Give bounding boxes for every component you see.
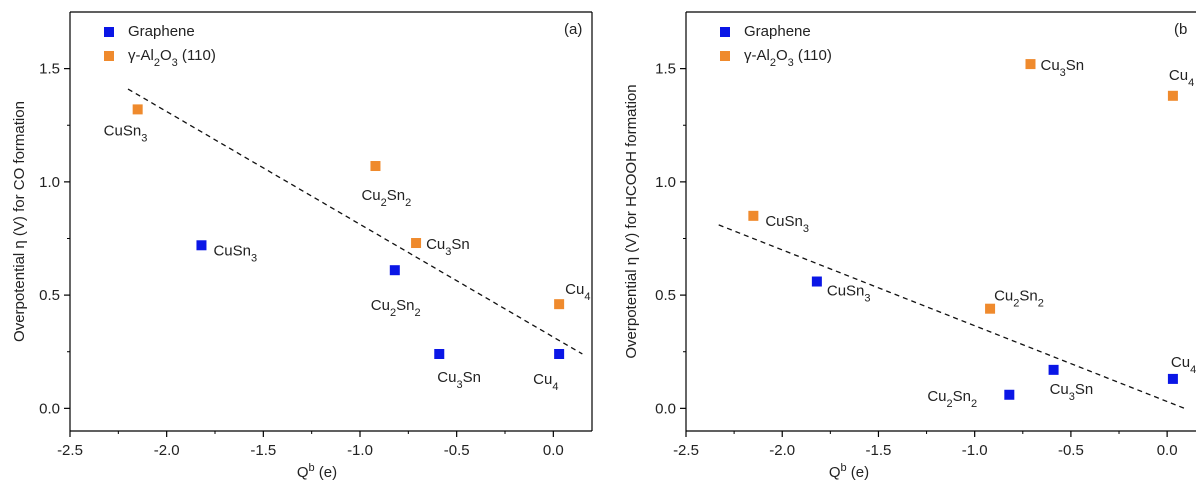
point-label-a-1-0: CuSn3 [104, 122, 148, 144]
y-axis-title-b: Overpotential η (V) for HCOOH formation [623, 84, 640, 358]
point-label-b-0-1: Cu2Sn2 [927, 388, 977, 410]
legend-marker-b-0 [720, 27, 730, 37]
point-label-a-0-3: Cu4 [533, 371, 558, 393]
x-axis-title-b: Qb (e) [829, 462, 869, 481]
data-point-b-0-1 [1004, 389, 1015, 400]
y-tick-label-b-1: 0.5 [655, 287, 676, 304]
point-label-b-1-0: CuSn3 [765, 213, 809, 235]
point-label-b-1-2: Cu3Sn [1040, 57, 1084, 79]
legend-label-b-1: γ-Al2O3 (110) [744, 47, 832, 69]
point-label-b-0-2: Cu3Sn [1050, 381, 1094, 403]
trend-line-b [718, 224, 1185, 409]
y-tick-label-a-3: 1.5 [39, 61, 60, 78]
legend-label-b-0: Graphene [744, 23, 811, 40]
legend-marker-a-1 [104, 51, 114, 61]
x-tick-label-a-3: -1.0 [347, 442, 373, 459]
x-tick-label-a-0: -2.5 [57, 442, 83, 459]
y-tick-label-b-3: 1.5 [655, 61, 676, 78]
x-tick-label-b-1: -2.0 [769, 442, 795, 459]
point-label-b-1-1: Cu2Sn2 [994, 288, 1044, 310]
x-axis-title-a: Qb (e) [297, 462, 337, 481]
point-label-a-1-1: Cu2Sn2 [361, 187, 411, 209]
x-tick-label-a-4: -0.5 [444, 442, 470, 459]
data-point-b-0-3 [1167, 373, 1178, 384]
x-tick-label-a-5: 0.0 [543, 442, 564, 459]
data-point-a-1-0 [132, 104, 143, 115]
point-label-a-0-2: Cu3Sn [437, 369, 481, 391]
data-point-a-1-1 [370, 161, 381, 172]
point-label-a-1-3: Cu4 [565, 281, 590, 303]
chart-panel-b: -2.5 -2.0 -1.5 -1.0 -0.5 0.0 0.0 0.5 1.0 1.5 Qb (e… [623, 11, 1196, 481]
legend-marker-a-0 [104, 27, 114, 37]
y-tick-label-a-0: 0.0 [39, 400, 60, 417]
legend-label-a-1: γ-Al2O3 (110) [128, 47, 216, 69]
data-point-a-0-1 [389, 265, 400, 276]
point-label-a-0-1: Cu2Sn2 [371, 297, 421, 319]
data-point-b-1-1 [985, 303, 996, 314]
data-point-b-1-2 [1025, 59, 1036, 70]
trend-line-a [127, 88, 583, 355]
data-point-b-0-0 [811, 276, 822, 287]
chart-panel-a: -2.5 -2.0 -1.5 -1.0 -0.5 0.0 0.0 0.5 1.0 1.5 Qb (e… [11, 11, 593, 481]
panel-label-b: (b [1174, 21, 1187, 38]
data-point-a-0-2 [434, 348, 445, 359]
x-tick-label-b-4: -0.5 [1058, 442, 1084, 459]
panel-label-a: (a) [564, 21, 582, 38]
point-label-b-0-0: CuSn3 [827, 283, 871, 305]
y-tick-label-b-2: 1.0 [655, 174, 676, 191]
data-point-a-1-2 [411, 238, 422, 249]
point-label-a-0-0: CuSn3 [213, 242, 257, 264]
data-point-b-1-0 [748, 210, 759, 221]
y-tick-label-a-2: 1.0 [39, 174, 60, 191]
x-tick-label-b-0: -2.5 [673, 442, 699, 459]
data-point-a-0-0 [196, 240, 207, 251]
data-point-b-1-3 [1167, 90, 1178, 101]
data-point-a-0-3 [554, 348, 565, 359]
y-tick-label-a-1: 0.5 [39, 287, 60, 304]
x-tick-label-b-2: -1.5 [866, 442, 892, 459]
point-label-a-1-2: Cu3Sn [426, 236, 470, 258]
data-point-b-0-2 [1048, 364, 1059, 375]
y-axis-title-a: Overpotential η (V) for CO formation [11, 101, 28, 342]
point-label-b-1-3: Cu4 [1169, 67, 1194, 89]
legend-label-a-0: Graphene [128, 23, 195, 40]
legend-marker-b-1 [720, 51, 730, 61]
x-tick-label-b-5: 0.0 [1157, 442, 1178, 459]
x-tick-label-a-1: -2.0 [154, 442, 180, 459]
data-point-a-1-3 [554, 299, 565, 310]
x-tick-label-b-3: -1.0 [962, 442, 988, 459]
y-tick-label-b-0: 0.0 [655, 400, 676, 417]
x-tick-label-a-2: -1.5 [250, 442, 276, 459]
point-label-b-0-3: Cu4 [1171, 354, 1196, 376]
